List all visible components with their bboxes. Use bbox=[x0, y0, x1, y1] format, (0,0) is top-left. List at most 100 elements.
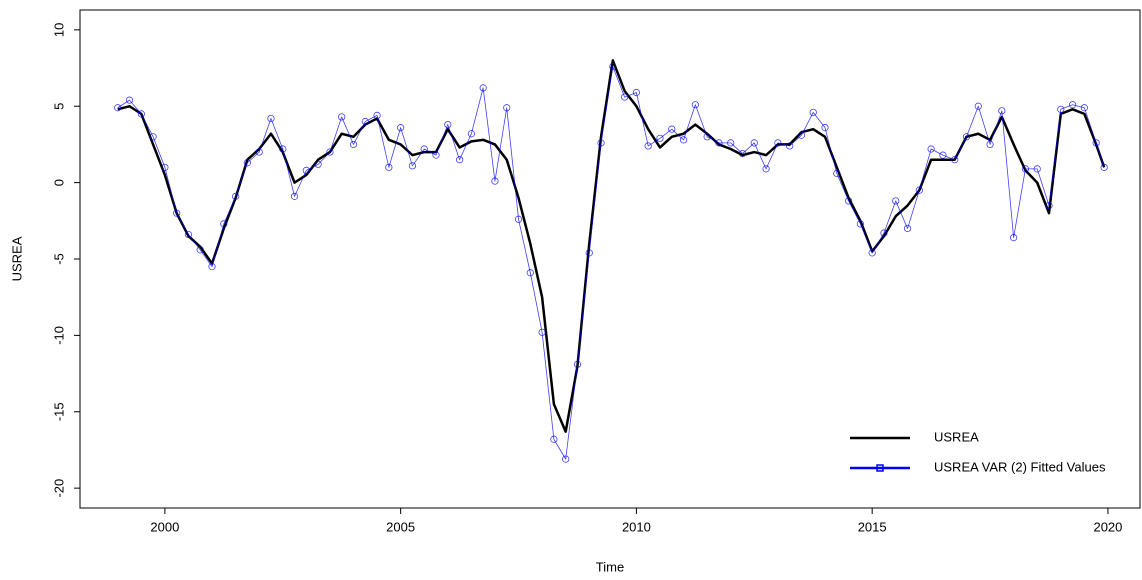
data-point bbox=[597, 139, 605, 147]
data-point bbox=[420, 145, 428, 153]
data-point bbox=[562, 455, 570, 463]
data-point bbox=[821, 124, 829, 132]
data-point bbox=[927, 145, 935, 153]
data-point bbox=[514, 215, 523, 223]
data-point bbox=[173, 209, 181, 217]
x-tick-label: 2005 bbox=[386, 519, 415, 534]
data-point bbox=[137, 110, 145, 118]
data-point bbox=[738, 149, 747, 158]
data-point bbox=[255, 148, 263, 156]
data-point bbox=[962, 133, 971, 141]
data-point bbox=[491, 177, 499, 185]
y-tick-label: -10 bbox=[51, 326, 66, 345]
data-point bbox=[1021, 165, 1030, 173]
data-point bbox=[220, 220, 228, 228]
data-point bbox=[1010, 234, 1018, 242]
legend-label: USREA VAR (2) Fitted Values bbox=[934, 459, 1106, 474]
legend-label: USREA bbox=[934, 429, 979, 444]
data-point bbox=[856, 220, 864, 228]
y-axis-label: USREA bbox=[9, 236, 24, 281]
x-tick-label: 2010 bbox=[622, 519, 651, 534]
data-point bbox=[573, 360, 582, 369]
x-tick-label: 2000 bbox=[150, 519, 179, 534]
data-point bbox=[679, 136, 688, 144]
data-point bbox=[232, 192, 240, 200]
data-point bbox=[114, 104, 122, 112]
data-point bbox=[338, 113, 346, 121]
data-point bbox=[809, 108, 817, 116]
data-point bbox=[974, 102, 982, 110]
data-point bbox=[161, 163, 169, 171]
x-tick-label: 2015 bbox=[858, 519, 887, 534]
data-point bbox=[903, 224, 912, 233]
data-point bbox=[467, 130, 475, 138]
y-tick-label: 5 bbox=[51, 103, 66, 110]
x-tick-label: 2020 bbox=[1093, 519, 1122, 534]
data-point bbox=[408, 162, 417, 170]
data-point bbox=[915, 186, 923, 194]
y-tick-label: -5 bbox=[51, 253, 66, 265]
y-tick-label: -15 bbox=[51, 402, 66, 421]
data-point bbox=[844, 197, 853, 205]
data-point bbox=[503, 104, 511, 112]
data-point bbox=[208, 263, 216, 271]
x-axis-label: Time bbox=[596, 559, 624, 574]
data-point bbox=[432, 151, 440, 159]
data-point bbox=[243, 159, 251, 167]
legend-marker bbox=[876, 464, 884, 472]
data-point bbox=[656, 134, 664, 142]
data-point bbox=[455, 156, 464, 164]
data-point bbox=[326, 148, 334, 156]
data-point bbox=[762, 165, 770, 173]
data-point bbox=[727, 139, 735, 147]
data-point bbox=[774, 139, 782, 147]
data-point bbox=[703, 133, 711, 141]
data-point bbox=[750, 139, 758, 147]
data-point bbox=[880, 229, 888, 237]
data-point bbox=[621, 93, 629, 101]
data-point bbox=[1092, 139, 1100, 147]
data-point bbox=[691, 101, 699, 109]
data-point bbox=[361, 117, 369, 126]
data-point bbox=[526, 269, 534, 277]
y-tick-label: -20 bbox=[51, 479, 66, 498]
data-point bbox=[892, 197, 900, 205]
data-point bbox=[290, 192, 299, 200]
data-point bbox=[715, 139, 723, 147]
data-point bbox=[302, 166, 310, 174]
series-line bbox=[117, 59, 1106, 433]
data-point bbox=[349, 140, 358, 149]
data-point bbox=[444, 120, 452, 129]
data-point bbox=[1080, 104, 1088, 112]
data-point bbox=[951, 156, 959, 164]
data-point bbox=[668, 125, 676, 133]
data-point bbox=[1045, 201, 1053, 210]
y-tick-label: 10 bbox=[51, 23, 66, 37]
data-point bbox=[279, 145, 287, 153]
data-point bbox=[397, 124, 405, 132]
data-point bbox=[314, 160, 322, 168]
data-point bbox=[373, 111, 381, 120]
data-point bbox=[609, 62, 617, 71]
data-point bbox=[986, 140, 994, 149]
data-point bbox=[267, 114, 275, 123]
y-tick-label: 0 bbox=[51, 179, 66, 186]
data-point bbox=[1033, 165, 1041, 173]
data-point bbox=[479, 84, 487, 92]
data-point bbox=[196, 246, 204, 254]
data-point bbox=[149, 133, 157, 141]
data-point bbox=[538, 328, 546, 336]
data-point bbox=[644, 142, 652, 150]
data-point bbox=[939, 151, 947, 159]
data-point bbox=[868, 249, 876, 257]
data-point bbox=[833, 169, 841, 178]
data-point bbox=[585, 249, 593, 257]
data-point bbox=[385, 163, 393, 171]
data-point bbox=[797, 131, 806, 139]
data-point bbox=[998, 107, 1006, 115]
data-point bbox=[1068, 101, 1077, 109]
series-line bbox=[117, 66, 1105, 460]
data-point bbox=[786, 142, 794, 150]
data-point bbox=[125, 96, 134, 104]
